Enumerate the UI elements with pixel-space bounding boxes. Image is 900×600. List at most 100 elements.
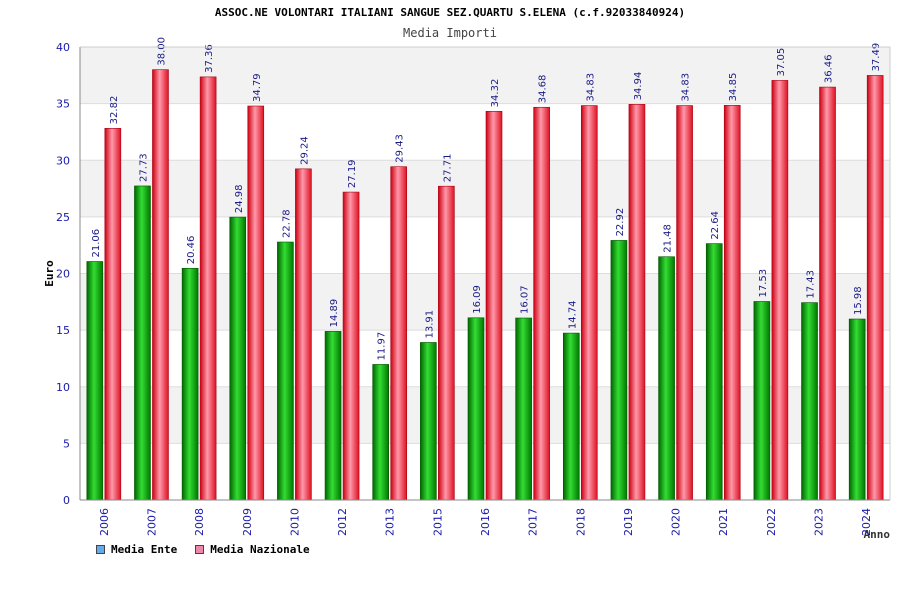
data-label-media-nazionale: 36.46: [824, 54, 835, 83]
x-tick-label: 2020: [670, 508, 683, 536]
x-tick-label: 2018: [574, 508, 587, 536]
x-tick-label: 2013: [384, 508, 397, 536]
bar-media-nazionale: [580, 105, 598, 501]
x-tick-label: 2017: [527, 508, 540, 536]
bar-media-ente: [86, 261, 104, 501]
data-label-media-nazionale: 34.83: [681, 73, 692, 102]
x-tick-label: 2008: [193, 508, 206, 536]
bar-media-ente: [801, 302, 818, 501]
bar-media-ente: [372, 364, 390, 501]
data-label-media-ente: 22.64: [710, 211, 721, 240]
legend-item-ente: Media Ente: [96, 543, 177, 556]
bar-media-ente: [277, 241, 294, 501]
legend-label-ente: Media Ente: [111, 543, 178, 556]
y-tick-label: 0: [63, 494, 70, 507]
data-label-media-nazionale: 34.32: [490, 79, 501, 108]
x-tick-label: 2021: [717, 508, 730, 536]
y-tick-label: 20: [56, 268, 70, 281]
bar-media-nazionale: [342, 191, 360, 501]
x-tick-label: 2015: [431, 508, 444, 536]
bar-media-nazionale: [485, 111, 503, 501]
chart-legend: Media Ente Media Nazionale: [96, 543, 310, 556]
data-label-media-ente: 24.98: [234, 184, 245, 213]
x-tick-label: 2006: [98, 508, 111, 536]
bar-media-nazionale: [438, 185, 455, 501]
data-label-media-ente: 21.48: [663, 224, 674, 253]
x-tick-label: 2023: [813, 508, 826, 536]
bar-media-ente: [324, 331, 342, 501]
legend-swatch-nazionale: [195, 545, 205, 554]
bar-media-ente: [134, 185, 151, 501]
bar-media-ente: [229, 216, 247, 501]
data-label-media-nazionale: 32.82: [109, 96, 120, 125]
data-label-media-nazionale: 34.79: [252, 73, 263, 102]
legend-item-nazionale: Media Nazionale: [195, 543, 310, 556]
data-label-media-nazionale: 34.68: [538, 75, 549, 104]
data-label-media-nazionale: 37.36: [204, 44, 215, 73]
bar-media-ente: [181, 267, 199, 501]
data-label-media-ente: 11.97: [377, 332, 388, 361]
chart-title: ASSOC.NE VOLONTARI ITALIANI SANGUE SEZ.Q…: [214, 6, 686, 19]
data-label-media-ente: 17.43: [806, 270, 817, 299]
bar-media-nazionale: [819, 86, 836, 501]
data-label-media-nazionale: 38.00: [156, 37, 167, 66]
data-label-media-ente: 13.91: [424, 310, 435, 339]
data-label-media-nazionale: 34.85: [728, 73, 739, 102]
bar-media-nazionale: [104, 128, 122, 501]
bar-media-nazionale: [723, 105, 741, 501]
y-tick-label: 30: [56, 154, 70, 167]
bar-media-ente: [420, 342, 437, 501]
x-tick-label: 2019: [622, 508, 635, 536]
bar-media-nazionale: [152, 69, 169, 501]
data-label-media-nazionale: 37.49: [871, 43, 882, 72]
x-tick-label: 2024: [860, 508, 873, 536]
bar-media-ente: [515, 317, 532, 501]
data-label-media-ente: 14.89: [329, 299, 340, 328]
y-axis-title: Euro: [43, 260, 56, 287]
data-label-media-nazionale: 27.71: [442, 154, 453, 183]
x-axis-title: Anno: [864, 528, 891, 541]
data-label-media-ente: 15.98: [853, 286, 864, 315]
bar-media-nazionale: [199, 76, 217, 501]
y-tick-label: 35: [56, 98, 70, 111]
x-tick-label: 2012: [336, 508, 349, 536]
x-tick-label: 2016: [479, 508, 492, 536]
legend-label-nazionale: Media Nazionale: [210, 543, 310, 556]
bar-media-nazionale: [628, 104, 646, 501]
x-tick-label: 2007: [145, 508, 158, 536]
chart-subtitle: Media Importi: [403, 26, 497, 40]
bar-media-ente: [610, 240, 628, 501]
x-tick-label: 2022: [765, 508, 778, 536]
bar-media-nazionale: [247, 105, 265, 501]
x-tick-label: 2010: [288, 508, 301, 536]
y-tick-label: 15: [56, 324, 70, 337]
x-tick-label: 2009: [241, 508, 254, 536]
bar-media-ente: [848, 318, 866, 501]
y-tick-label: 10: [56, 381, 70, 394]
bar-media-nazionale: [771, 80, 789, 501]
bar-media-nazionale: [676, 105, 693, 501]
bar-media-nazionale: [533, 106, 550, 501]
data-label-media-nazionale: 29.24: [299, 136, 310, 165]
bar-media-ente: [562, 332, 580, 501]
data-label-media-ente: 16.09: [472, 285, 483, 314]
bar-media-nazionale: [295, 168, 312, 501]
data-label-media-ente: 16.07: [520, 285, 531, 314]
bar-media-ente: [658, 256, 675, 501]
bar-media-nazionale: [390, 166, 408, 501]
data-label-media-nazionale: 29.43: [395, 134, 406, 163]
data-label-media-nazionale: 27.19: [347, 159, 358, 188]
data-label-media-nazionale: 34.83: [585, 73, 596, 102]
y-tick-label: 5: [63, 437, 70, 450]
data-label-media-ente: 21.06: [91, 229, 102, 258]
bar-media-ente: [753, 301, 771, 501]
y-tick-label: 40: [56, 41, 70, 54]
data-label-media-ente: 22.92: [615, 208, 626, 237]
y-tick-label: 25: [56, 211, 70, 224]
data-label-media-nazionale: 34.94: [633, 72, 644, 101]
data-label-media-ente: 27.73: [138, 153, 149, 182]
legend-swatch-ente: [96, 545, 105, 554]
data-label-media-nazionale: 37.05: [776, 48, 787, 77]
data-label-media-ente: 20.46: [186, 236, 197, 265]
